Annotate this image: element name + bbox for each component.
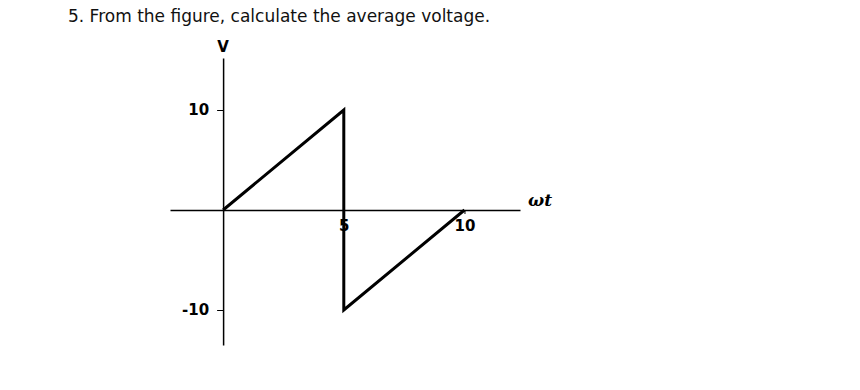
y-axis: 10 -10 <box>182 59 224 346</box>
waveform-line <box>223 110 464 310</box>
y-tick: 10 <box>188 101 223 119</box>
x-tick-label: 10 <box>455 217 476 235</box>
y-tick-label: 10 <box>188 101 209 119</box>
chart: 5. From the figure, calculate the averag… <box>0 0 860 390</box>
title: 5. From the figure, calculate the averag… <box>68 6 490 26</box>
y-tick-mark <box>217 110 223 111</box>
plot-area <box>223 110 464 310</box>
x-axis-title: ωt <box>528 190 552 210</box>
y-axis-line <box>223 59 225 346</box>
y-tick: -10 <box>182 301 223 319</box>
y-tick-label: -10 <box>182 301 209 319</box>
y-axis-title: V <box>217 38 229 56</box>
y-tick-mark <box>217 310 223 311</box>
